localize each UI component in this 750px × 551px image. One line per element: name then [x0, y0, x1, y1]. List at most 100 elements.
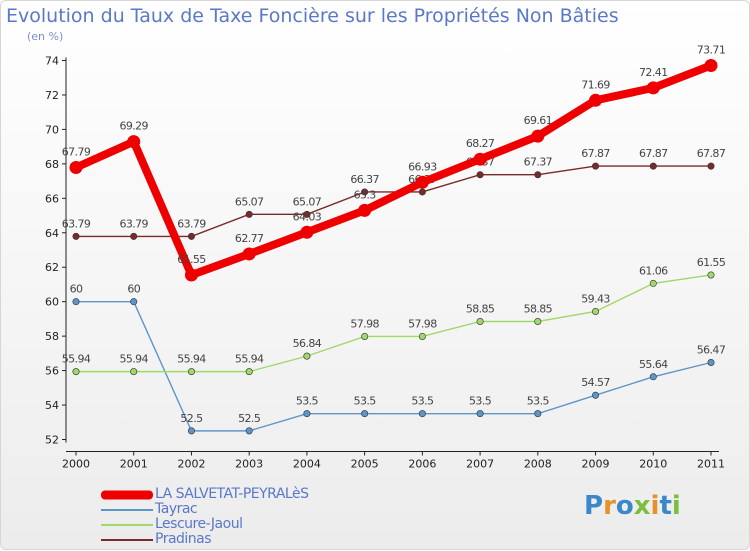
data-point — [184, 268, 198, 282]
y-tick-label: 52 — [45, 434, 59, 447]
data-point — [72, 368, 80, 376]
data-point — [592, 391, 600, 399]
data-point — [707, 162, 715, 170]
data-label: 57.98 — [350, 317, 379, 330]
legend: LA SALVETAT-PEYRALèS Tayrac Lescure-Jaoul P… — [101, 486, 361, 547]
legend-label: Tayrac — [155, 501, 198, 517]
data-label: 54.57 — [581, 376, 610, 389]
legend-swatch — [101, 508, 153, 511]
data-point — [72, 232, 80, 240]
x-tick-label: 2007 — [466, 458, 494, 471]
x-tick-label: 2000 — [62, 458, 90, 471]
x-tick-label: 2003 — [235, 458, 263, 471]
data-point — [649, 373, 657, 381]
y-tick-label: 74 — [45, 55, 59, 68]
x-tick-label: 2002 — [177, 458, 205, 471]
proxiti-logo: Proxiti — [584, 491, 681, 521]
x-tick-label: 2009 — [582, 458, 610, 471]
data-point — [649, 162, 657, 170]
data-label: 73.71 — [697, 43, 726, 56]
data-label: 60 — [127, 283, 140, 296]
data-point — [646, 81, 660, 95]
data-point — [187, 368, 195, 376]
data-label: 58.85 — [524, 302, 553, 315]
x-tick-label: 2001 — [120, 458, 148, 471]
chart-title: Evolution du Taux de Taxe Foncière sur l… — [6, 5, 619, 27]
data-point — [361, 332, 369, 340]
logo-letter: i — [650, 491, 660, 521]
data-point — [534, 317, 542, 325]
data-point — [534, 410, 542, 418]
y-tick-label: 64 — [45, 227, 59, 240]
data-point — [358, 203, 372, 217]
data-label: 68.27 — [466, 137, 495, 150]
data-point — [187, 232, 195, 240]
data-label: 58.85 — [466, 302, 495, 315]
x-tick-label: 2008 — [524, 458, 552, 471]
series-line — [76, 300, 712, 432]
data-label: 67.37 — [524, 156, 553, 169]
data-point — [303, 210, 311, 218]
data-point — [707, 358, 715, 366]
data-point — [704, 58, 718, 72]
y-tick-label: 56 — [45, 365, 59, 378]
data-label: 61.55 — [697, 256, 726, 269]
data-label: 56.47 — [697, 343, 726, 356]
logo-letter: P — [584, 491, 604, 521]
data-point — [592, 162, 600, 170]
data-point — [418, 410, 426, 418]
data-point — [649, 279, 657, 287]
data-label: 52.5 — [180, 412, 203, 425]
series-lescure-jaoul: 55.94 55.94 55.94 55.94 56.84 57.98 57.98 58.85… — [62, 256, 726, 376]
x-tick-label: 2006 — [408, 458, 436, 471]
data-label: 57.98 — [408, 317, 437, 330]
data-label: 55.94 — [62, 353, 91, 366]
data-point — [127, 135, 141, 149]
data-point — [130, 298, 138, 306]
legend-item: Lescure-Jaoul — [101, 516, 361, 532]
data-point — [418, 332, 426, 340]
data-point — [245, 427, 253, 435]
logo-letter: t — [659, 491, 672, 521]
data-point — [415, 175, 429, 189]
logo-letter: r — [603, 491, 616, 521]
legend-swatch — [101, 490, 153, 499]
data-point — [300, 225, 314, 239]
data-point — [476, 317, 484, 325]
data-point — [473, 152, 487, 166]
data-point — [130, 368, 138, 376]
x-tick-label: 2011 — [697, 458, 725, 471]
data-label: 65.07 — [293, 195, 322, 208]
data-label: 55.94 — [235, 353, 264, 366]
data-point — [534, 171, 542, 179]
data-label: 55.64 — [639, 358, 668, 371]
data-point — [245, 368, 253, 376]
data-label: 53.5 — [411, 395, 434, 408]
legend-item: LA SALVETAT-PEYRALèS — [101, 486, 361, 502]
data-label: 65.3 — [354, 188, 377, 201]
data-point — [361, 410, 369, 418]
x-tick-label: 2004 — [293, 458, 321, 471]
data-label: 67.79 — [62, 145, 91, 158]
data-label: 52.5 — [238, 412, 261, 425]
data-point — [531, 129, 545, 143]
data-label: 63.79 — [62, 217, 91, 230]
chart-subtitle: (en %) — [27, 30, 64, 43]
y-tick-label: 58 — [45, 330, 59, 343]
data-point — [589, 93, 603, 107]
legend-item: Pradinas — [101, 531, 361, 547]
series-line — [72, 61, 715, 279]
data-point — [242, 247, 256, 261]
y-tick-label: 60 — [45, 296, 59, 309]
x-tick-label: 2005 — [351, 458, 379, 471]
data-label: 67.87 — [697, 147, 726, 160]
legend-label: Pradinas — [155, 531, 212, 547]
y-tick-label: 54 — [45, 399, 59, 412]
logo-letter: x — [633, 491, 651, 521]
logo-letter: o — [615, 491, 634, 521]
y-tick-label: 66 — [45, 192, 59, 205]
y-tick-label: 62 — [45, 261, 59, 274]
data-point — [187, 427, 195, 435]
data-label: 61.06 — [639, 264, 668, 277]
